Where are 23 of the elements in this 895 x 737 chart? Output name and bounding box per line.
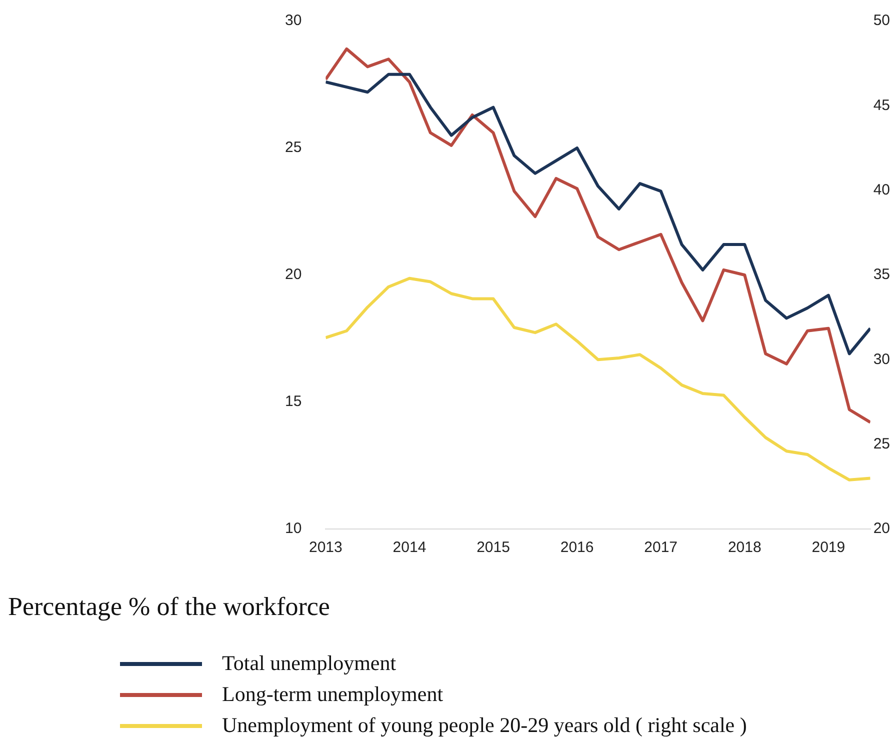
y2-tick-label: 25 (873, 435, 890, 452)
text: Percentage % of the workforce (8, 592, 330, 622)
x-tick-label: 2019 (812, 539, 846, 556)
legend-label: Total unemployment (222, 651, 396, 676)
legend-label: Unemployment of young people 20-29 years old ( right scale ) (222, 713, 747, 737)
x-tick-label: 2015 (476, 539, 510, 556)
x-tick-label: 2018 (728, 539, 762, 556)
y2-tick-label: 45 (873, 96, 890, 114)
y2-tick-label: 35 (873, 266, 890, 284)
x-tick-label: 2013 (308, 539, 342, 556)
legend-label: Long-term unemployment (222, 682, 444, 707)
y-tick-label: 30 (285, 12, 302, 30)
y2-tick-label: 50 (873, 12, 890, 30)
y2-tick-label: 40 (873, 181, 890, 198)
y-tick-label: 20 (285, 266, 302, 284)
y-tick-label: 25 (285, 139, 302, 156)
x-tick-label: 2014 (392, 539, 426, 556)
y-tick-label: 10 (285, 520, 302, 538)
y2-tick-label: 30 (873, 350, 890, 368)
x-tick-label: 2017 (644, 539, 678, 556)
y2-tick-label: 20 (873, 520, 890, 538)
y-tick-label: 15 (285, 393, 302, 410)
x-tick-label: 2016 (560, 539, 594, 556)
